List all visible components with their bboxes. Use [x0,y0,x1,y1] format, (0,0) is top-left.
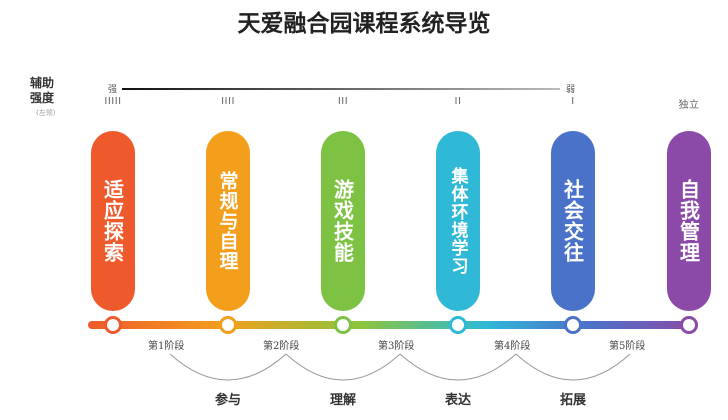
intensity-tick-4: II [454,96,462,107]
baseline-node [219,316,237,334]
axis-title-line2: 强度 [30,91,55,105]
phase-arc-4 [515,353,631,381]
strong-label: 强 [108,85,118,95]
course-pill-self-management: 自我管理 [667,131,711,311]
course-pill-routine: 常规与自理 [206,131,250,311]
phase-arc-1 [169,353,287,381]
phase-express: 表达 [444,393,472,408]
phase-understand: 理解 [329,393,357,408]
progress-baseline [88,321,698,329]
assist-intensity-label: 辅助 强度 (左领) [30,76,74,121]
course-label: 社会交往 [560,179,585,263]
baseline-node [449,316,467,334]
phase-participate: 参与 [214,393,242,408]
intensity-gradient-line [122,88,560,90]
intensity-tick-3: III [337,96,349,107]
course-label: 游戏技能 [330,179,355,263]
phase-expand: 拓展 [559,393,587,408]
course-pill-play-skills: 游戏技能 [321,131,365,311]
course-pill-social: 社会交往 [551,131,595,311]
weak-label: 弱 [566,85,576,95]
intensity-tick-2: IIII [221,96,235,107]
phase-arc-2 [285,353,401,381]
stage-label-2: 第2阶段 [263,341,300,352]
phase-arc-3 [399,353,517,381]
stage-label-3: 第3阶段 [378,341,415,352]
axis-note: (左领) [36,109,56,117]
stage-label-4: 第4阶段 [494,341,531,352]
course-label: 自我管理 [676,179,701,263]
intensity-tick-1: IIIII [104,96,122,107]
page-title: 天爱融合园课程系统导览 [237,11,491,37]
baseline-node [680,316,698,334]
stage-label-5: 第5阶段 [609,341,646,352]
intensity-tick-independent: 独立 [678,100,700,111]
course-label: 常规与自理 [216,171,239,271]
axis-title-line1: 辅助 [30,76,55,90]
baseline-node [334,316,352,334]
intensity-tick-5: I [571,96,575,107]
course-pill-adaptation: 适应探索 [91,131,135,311]
course-pill-group-learning: 集体环境学习 [436,131,480,311]
stage-label-1: 第1阶段 [148,341,185,352]
course-label: 集体环境学习 [447,167,468,275]
baseline-node [104,316,122,334]
baseline-node [564,316,582,334]
course-label: 适应探索 [100,179,125,263]
